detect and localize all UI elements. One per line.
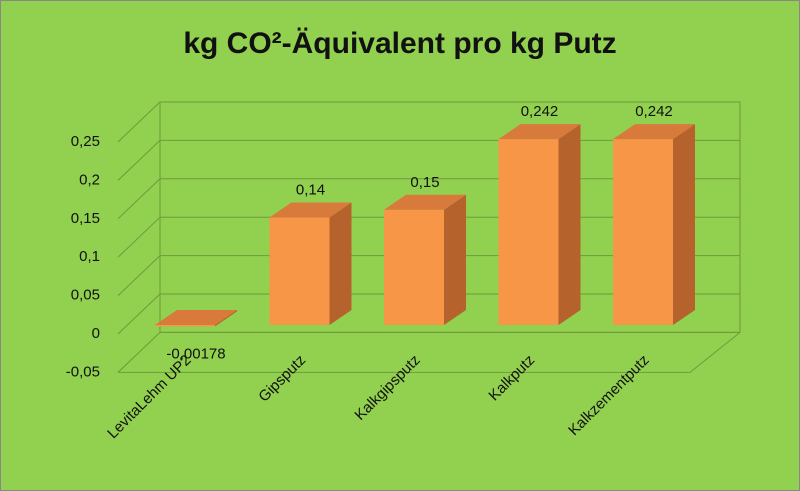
bar	[613, 124, 695, 325]
bar-front	[498, 139, 559, 325]
y-tick-label: 0,05	[71, 287, 100, 304]
bar-front	[384, 209, 444, 325]
y-tick-label: -0,05	[66, 363, 100, 380]
bar	[155, 310, 237, 327]
bar-front	[155, 325, 215, 327]
bar-side	[673, 124, 695, 325]
bar	[384, 194, 466, 325]
bar-side	[215, 310, 237, 327]
data-label: 0,242	[635, 103, 673, 120]
bar-top	[155, 310, 237, 325]
bar-top	[269, 202, 352, 218]
data-label: -0,00178	[166, 345, 225, 362]
floor-edge	[118, 332, 741, 373]
bar-side	[329, 202, 352, 325]
bar-top	[384, 194, 466, 210]
bar-side	[444, 194, 466, 325]
bar-side	[558, 124, 581, 325]
data-label: 0,14	[296, 181, 325, 198]
y-tick-label: 0	[92, 325, 100, 342]
bar-top	[613, 124, 695, 140]
data-label: 0,242	[521, 103, 559, 120]
data-label: 0,15	[410, 174, 439, 191]
grid-line	[117, 331, 740, 373]
chart-title: kg CO²-Äquivalent pro kg Putz	[183, 27, 616, 60]
y-tick-label: 0,15	[71, 210, 100, 227]
grid-line	[117, 101, 740, 143]
bar	[269, 202, 352, 325]
bar	[498, 124, 581, 325]
y-tick-label: 0,25	[71, 133, 100, 150]
y-tick-label: 0,2	[79, 171, 100, 188]
bar-top	[498, 124, 581, 140]
bar-front	[269, 217, 330, 325]
bar-front	[613, 139, 673, 325]
y-tick-label: 0,1	[79, 248, 100, 265]
